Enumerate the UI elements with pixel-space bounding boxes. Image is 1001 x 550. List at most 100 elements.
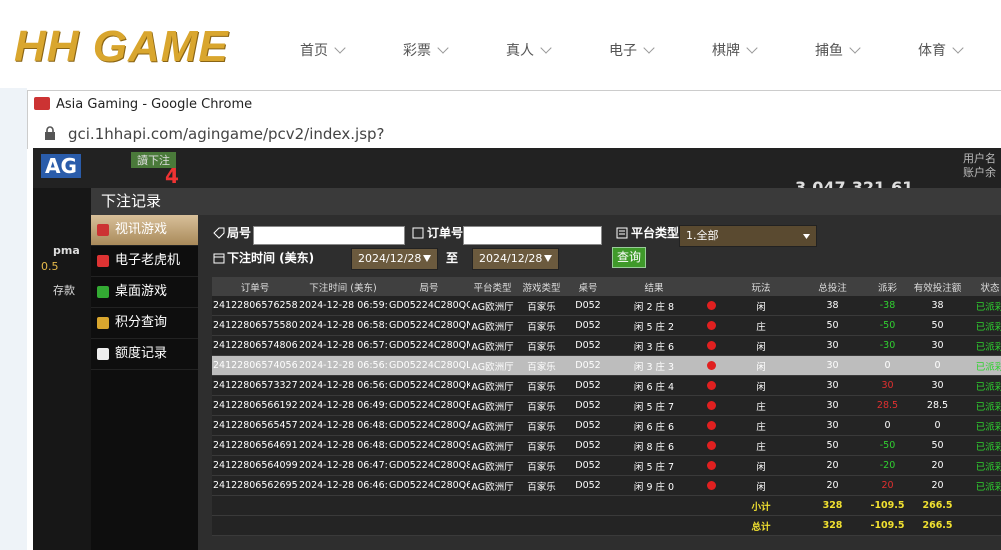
cell: AG欧洲厅 [470,415,515,436]
cell: 328 [800,515,865,536]
column-header: 有效投注额 [910,277,965,296]
menu-item[interactable]: 积分查询 [91,308,198,339]
cell: 闲 [722,355,800,376]
nav-item[interactable]: 捕鱼 [815,40,918,60]
icon-cell [700,335,722,356]
cell: 闲 [722,475,800,496]
cell: 2024-12-28 06:56:19 [298,375,388,396]
cell: 20 [800,455,865,476]
cell: D052 [568,395,608,416]
play-icon[interactable] [706,481,716,490]
subtotal-row: 小计 328 -109.5 266.5 [212,495,1001,516]
cell: 闲 [722,375,800,396]
menu-item[interactable]: 额度记录 [91,339,198,370]
play-icon[interactable] [706,401,716,410]
bet-record-modal: 下注记录 视讯游戏 电子老虎机 桌面游戏 积分查询 额度记录 局号 订单号 平台类型 1… [91,188,1001,550]
cell: D052 [568,296,608,316]
cell: -50 [865,435,910,456]
cell: -109.5 [865,495,910,516]
game-counter: 4 [165,164,179,188]
cell: 20 [800,475,865,496]
game-user: 用户名 [963,152,996,165]
cell: 已派彩 [965,296,1001,316]
cell: 庄 [722,315,800,336]
cell: AG欧洲厅 [470,455,515,476]
cell: 30 [800,415,865,436]
cell: -50 [865,315,910,336]
menu-item[interactable]: 视讯游戏 [91,215,198,246]
nav-item[interactable]: 体育 [918,40,1001,60]
cell: 闲 [722,335,800,356]
cell: D052 [568,455,608,476]
url[interactable]: gci.1hhapi.com/agingame/pcv2/index.jsp? [68,125,385,143]
cell: 已派彩 [965,375,1001,396]
cell: 百家乐 [515,355,568,376]
query-button[interactable]: 查询 [612,247,647,268]
menu-item[interactable]: 桌面游戏 [91,277,198,308]
chevron [849,42,861,54]
menu-item[interactable]: 电子老虎机 [91,246,198,277]
play-icon[interactable] [706,341,716,350]
to-label: 至 [446,251,459,265]
cell: GD05224C280QB [388,395,470,416]
platform-select[interactable]: 1.全部 [679,225,817,247]
lock-icon [45,126,55,140]
cell: GD05224C280QK [388,375,470,396]
cell: 241228065762588 [212,296,298,316]
chevron [540,42,552,54]
blank-cell [212,495,722,516]
menu-text: 视讯游戏 [115,222,168,237]
menu-icon [97,348,109,360]
order-input[interactable] [463,226,602,245]
cell: 庄 [722,395,800,416]
round-input[interactable] [253,226,405,245]
tag-icon [213,227,225,239]
cell: 30 [800,335,865,356]
column-header: 玩法 [722,277,800,296]
cell: 50 [910,435,965,456]
cell: 2024-12-28 06:47:41 [298,455,388,476]
blank-cell [965,515,1001,536]
play-icon[interactable] [706,301,716,310]
cell: 闲 5 庄 7 [608,455,700,476]
cell: 百家乐 [515,335,568,356]
nav-item[interactable]: 电子 [609,40,712,60]
date-from[interactable]: 2024/12/28 [351,248,439,270]
icon-cell [700,296,722,316]
play-icon[interactable] [706,461,716,470]
column-header: 总投注 [800,277,865,296]
date-to[interactable]: 2024/12/28 [472,248,560,270]
cell: D052 [568,475,608,496]
cell: 266.5 [910,495,965,516]
cell: GD05224C280Q8 [388,455,470,476]
cell: -20 [865,455,910,476]
calendar-icon [213,253,225,264]
play-icon[interactable] [706,381,716,390]
play-icon[interactable] [706,441,716,450]
play-icon[interactable] [706,421,716,430]
play-icon[interactable] [706,361,716,370]
nav-item[interactable]: 彩票 [403,40,506,60]
cell: GD05224C280QM [388,335,470,356]
play-icon[interactable] [706,321,716,330]
cell: 已派彩 [965,415,1001,436]
nav-item[interactable]: 首页 [300,40,403,60]
favicon [34,97,50,110]
column-header: 下注时间 (美东) [298,277,388,296]
cell: D052 [568,375,608,396]
cell: 闲 6 庄 4 [608,375,700,396]
cell: 241228065661928 [212,395,298,416]
nav-item[interactable]: 真人 [506,40,609,60]
site-header: HH GAME 首页 彩票 真人 电子 棋牌 捕鱼 体育 [0,0,1001,88]
cell: 28.5 [865,395,910,416]
cell: 闲 3 庄 3 [608,355,700,376]
cell: 266.5 [910,515,965,536]
logo[interactable]: HH GAME [14,22,229,71]
platform-label: 平台类型 [631,226,680,240]
cell: 28.5 [910,395,965,416]
nav-item[interactable]: 棋牌 [712,40,815,60]
